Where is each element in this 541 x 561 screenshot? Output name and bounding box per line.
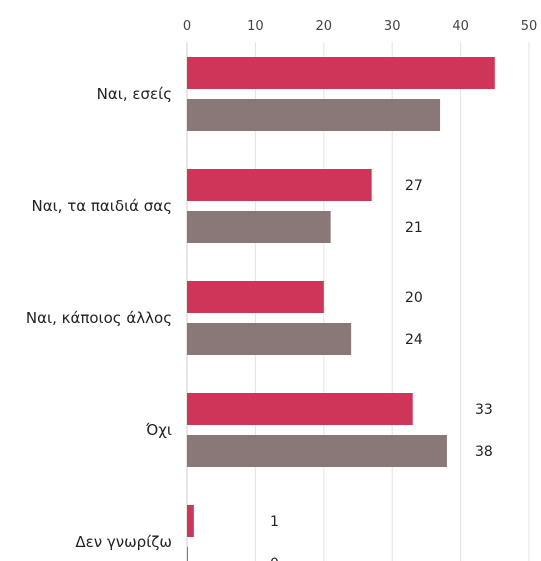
bar-value-label: 21 [405,220,423,236]
bar-series-2 [187,435,447,467]
x-axis-ticks: 0 10 20 30 40 50 [183,19,537,34]
bar-series-1 [187,169,372,201]
category-label: Ναι, εσείς [97,85,172,103]
x-tick-label: 40 [452,19,469,34]
x-tick-label: 50 [521,19,538,34]
bar-value-label: 1 [270,514,279,530]
category-label: Ναι, κάποιος άλλος [26,309,172,327]
bar-value-label: 27 [405,178,423,194]
bar-series-2 [187,211,331,243]
category-label: Δεν γνωρίζω [75,533,172,551]
bar-value-label: 0 [270,556,279,561]
bar-series-1 [187,57,495,89]
bar-value-label: 20 [405,290,423,306]
x-tick-label: 20 [316,19,333,34]
bar-value-label: 33 [475,402,493,418]
x-tick-label: 0 [183,19,191,34]
x-tick-label: 30 [384,19,401,34]
bar-value-label: 38 [475,444,493,460]
bar-series-1 [187,505,194,537]
bar-series-2 [187,99,441,131]
category-label: Όχι [145,421,172,439]
bar-series-1 [187,393,413,425]
bar-series-2 [187,323,352,355]
bar-value-label: 24 [405,332,423,348]
labels: Ναι, εσείς Ναι, τα παιδιά σας 27 21 Ναι, κάπ… [26,85,493,561]
bars [187,57,495,561]
category-label: Ναι, τα παιδιά σας [31,197,172,215]
x-tick-label: 10 [247,19,264,34]
bar-series-2 [187,547,188,561]
bar-series-1 [187,281,324,313]
